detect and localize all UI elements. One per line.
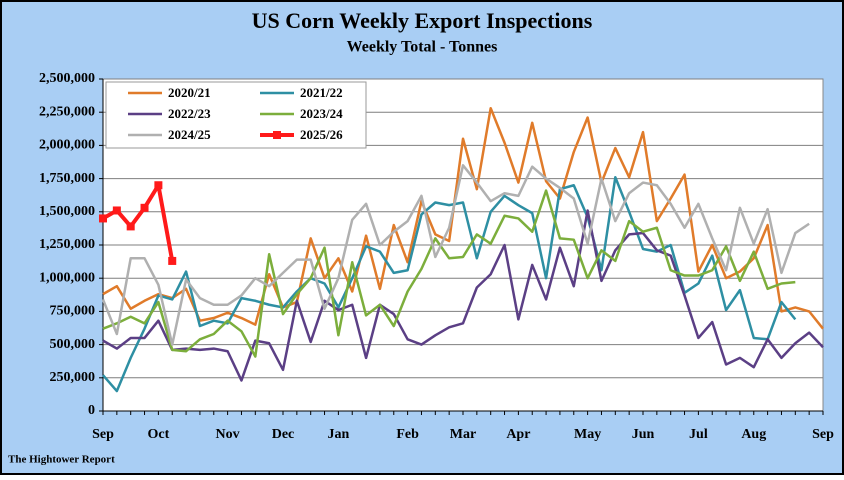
- legend-label: 2020/21: [168, 85, 211, 100]
- x-tick-label: Apr: [506, 427, 530, 442]
- series-line: [102, 189, 796, 358]
- y-tick-label: 2,500,000: [39, 71, 95, 86]
- x-tick-label: Jan: [327, 427, 349, 442]
- x-tick-label: Jun: [632, 427, 655, 442]
- x-tick-label: Jul: [689, 427, 708, 442]
- chart-subtitle: Weekly Total - Tonnes: [347, 39, 498, 56]
- y-tick-label: 1,250,000: [39, 237, 95, 252]
- legend-label: 2021/22: [300, 85, 343, 100]
- x-tick-label: Oct: [148, 427, 170, 442]
- x-tick-label: Sep: [812, 427, 834, 442]
- series-marker: [112, 206, 121, 215]
- x-tick-label: Dec: [272, 427, 295, 442]
- y-tick-label: 2,000,000: [39, 138, 95, 153]
- legend-marker: [273, 131, 281, 139]
- y-tick-label: 1,500,000: [39, 204, 95, 219]
- series-line: [101, 164, 810, 346]
- x-tick-label: Sep: [92, 427, 114, 442]
- series-marker: [140, 203, 149, 212]
- legend-label: 2022/23: [168, 106, 211, 121]
- legend-label: 2024/25: [168, 127, 211, 142]
- footer: The Hightower Report: [8, 454, 115, 466]
- y-tick-label: 250,000: [50, 370, 96, 385]
- legend-label: 2025/26: [300, 127, 343, 142]
- series-marker: [154, 181, 163, 190]
- series-marker: [126, 222, 135, 231]
- x-tick-label: Mar: [450, 427, 476, 442]
- x-tick-label: May: [574, 427, 601, 442]
- series-line: [102, 209, 824, 382]
- chart-title: US Corn Weekly Export Inspections: [252, 8, 593, 33]
- y-tick-label: 750,000: [50, 304, 96, 319]
- x-tick-label: Nov: [216, 427, 240, 442]
- series-marker: [99, 214, 107, 223]
- y-tick-label: 2,250,000: [39, 104, 95, 119]
- y-tick-label: 500,000: [50, 337, 96, 352]
- x-tick-label: Aug: [741, 427, 766, 442]
- y-tick-label: 1,000,000: [39, 270, 95, 285]
- series-line: [102, 106, 824, 330]
- y-tick-label: 0: [88, 403, 95, 418]
- legend-label: 2023/24: [300, 106, 343, 121]
- series-line: [102, 176, 797, 393]
- series-marker: [168, 256, 177, 265]
- x-tick-label: Feb: [396, 427, 419, 442]
- y-tick-label: 1,750,000: [39, 171, 95, 186]
